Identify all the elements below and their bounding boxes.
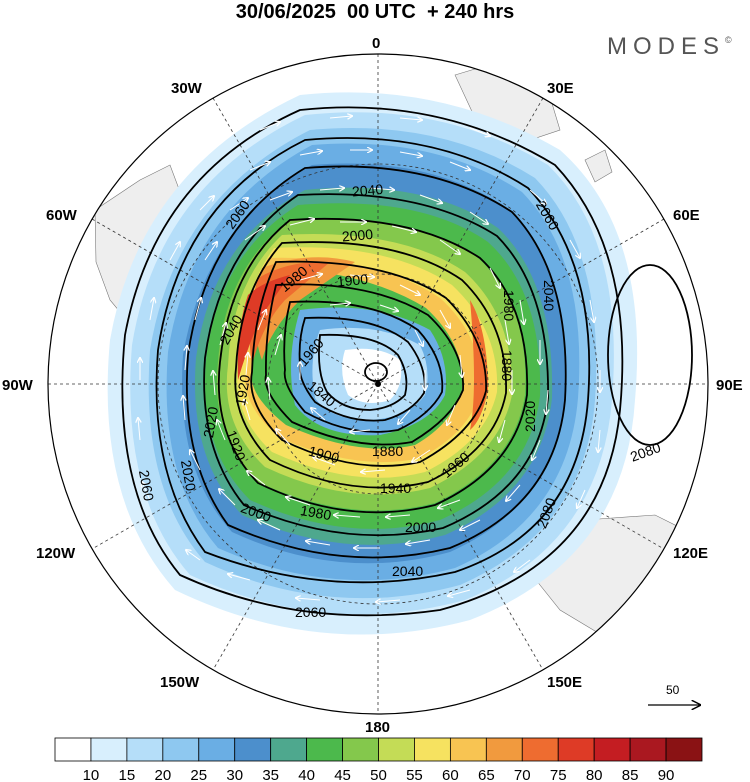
colorbar-tick-label: 40 bbox=[298, 767, 315, 782]
lon-label-150w: 150W bbox=[160, 674, 200, 691]
lon-label-120e: 120E bbox=[673, 545, 708, 562]
contour-label: 1900 bbox=[336, 271, 369, 290]
contour-label: 2020 bbox=[178, 459, 199, 493]
contour-2040 bbox=[155, 137, 591, 584]
lon-label-60w: 60W bbox=[46, 207, 78, 224]
colorbar-swatch bbox=[557, 737, 595, 762]
colorbar-tick-label: 70 bbox=[514, 767, 531, 782]
colorbar-tick-label: 80 bbox=[586, 767, 603, 782]
contour-2020 bbox=[185, 165, 567, 559]
contour-1920 bbox=[264, 283, 464, 446]
lon-label-150e: 150E bbox=[547, 674, 582, 691]
colorbar-swatch bbox=[485, 737, 523, 762]
copyright-mark: © bbox=[725, 35, 732, 45]
colorbar-tick-label: 25 bbox=[190, 767, 207, 782]
colorbar-tick-label: 85 bbox=[622, 767, 639, 782]
contour-1860 bbox=[318, 333, 408, 411]
lon-label-90e: 90E bbox=[716, 377, 743, 394]
contour-2000 bbox=[203, 193, 549, 537]
contour-label: 2020 bbox=[522, 401, 538, 432]
map-disc bbox=[48, 54, 708, 714]
lon-label-120w: 120W bbox=[36, 545, 76, 562]
contour-label: 1880 bbox=[499, 350, 515, 381]
colorbar-swatch bbox=[414, 737, 451, 762]
geopotential-contours bbox=[121, 106, 693, 617]
contour-2080 bbox=[607, 264, 693, 446]
colorbar-tick-label: 30 bbox=[226, 767, 243, 782]
colorbar-swatch bbox=[665, 737, 703, 762]
madagascar-landmass bbox=[584, 149, 613, 183]
contour-label: 2060 bbox=[295, 604, 326, 620]
longitude-labels: 0 30E 60E 90E 120E 150E 180 150W 120W 90… bbox=[2, 35, 743, 736]
contour-label: 2040 bbox=[351, 181, 384, 200]
contour-label: 1980 bbox=[501, 290, 517, 321]
colorbar-tick-label: 60 bbox=[442, 767, 459, 782]
colorbar-tick-label: 90 bbox=[658, 767, 675, 782]
lon-label-30e: 30E bbox=[547, 80, 574, 97]
lon-label-180: 180 bbox=[365, 719, 390, 736]
contour-label: 1940 bbox=[380, 480, 411, 496]
reference-vector: 50 bbox=[648, 683, 700, 705]
colorbar-swatch bbox=[521, 737, 559, 762]
lon-label-30w: 30W bbox=[171, 80, 203, 97]
colorbar-swatch bbox=[378, 737, 415, 762]
contour-label: 2000 bbox=[405, 519, 436, 535]
colorbar-swatch bbox=[162, 737, 200, 762]
colorbar-tick-label: 55 bbox=[406, 767, 423, 782]
map-boundary bbox=[47, 53, 709, 715]
contour-label: 2000 bbox=[341, 226, 374, 245]
colorbar-swatch bbox=[306, 737, 343, 762]
colorbar-swatch bbox=[449, 737, 487, 762]
contour-label: 2040 bbox=[541, 280, 557, 311]
colorbar-tick-label: 65 bbox=[478, 767, 495, 782]
contour-label: 1900 bbox=[307, 443, 341, 467]
colorbar-tick-label: 10 bbox=[83, 767, 100, 782]
contour-1960 bbox=[234, 241, 507, 489]
contour-1900 bbox=[283, 300, 444, 433]
contour-2060 bbox=[121, 106, 624, 617]
colorbar-tick-label: 50 bbox=[370, 767, 387, 782]
colorbar-swatch bbox=[629, 737, 667, 762]
colorbar-swatch bbox=[90, 737, 128, 762]
colorbar: 10 15 20 25 30 35 40 45 50 55 60 65 70 75 80 85 90 bbox=[54, 737, 703, 782]
lon-label-60e: 60E bbox=[673, 207, 700, 224]
contour-label: 2020 bbox=[200, 405, 221, 439]
contour-labels: 2040 2060 2000 1980 2040 1900 1960 2020 … bbox=[136, 181, 663, 620]
colorbar-swatch bbox=[234, 737, 272, 762]
colorbar-tick-label: 75 bbox=[550, 767, 567, 782]
wind-vectors bbox=[138, 116, 600, 602]
lon-label-90w: 90W bbox=[2, 377, 34, 394]
contour-label: 2060 bbox=[136, 469, 157, 503]
reference-vector-label: 50 bbox=[666, 683, 680, 697]
south-pole-marker bbox=[375, 381, 381, 387]
modes-logo: MODES© bbox=[607, 33, 732, 61]
colorbar-swatch bbox=[126, 737, 164, 762]
contour-label: 2040 bbox=[392, 563, 423, 579]
logo-text: MODES bbox=[607, 33, 726, 60]
contour-label: 1980 bbox=[299, 502, 333, 523]
contour-label: 1920 bbox=[232, 373, 253, 407]
colorbar-swatch bbox=[593, 737, 631, 762]
colorbar-swatch bbox=[342, 737, 379, 762]
colorbar-tick-label: 20 bbox=[154, 767, 171, 782]
colorbar-tick-label: 15 bbox=[119, 767, 136, 782]
colorbar-tick-label: 45 bbox=[334, 767, 351, 782]
contour-1980 bbox=[217, 217, 529, 514]
colorbar-swatch bbox=[54, 737, 92, 762]
colorbar-swatch bbox=[270, 737, 308, 762]
contour-label: 1880 bbox=[372, 443, 403, 459]
contour-1940 bbox=[250, 260, 487, 467]
map-title: 30/06/2025 00 UTC + 240 hrs bbox=[235, 1, 515, 23]
colorbar-tick-label: 35 bbox=[262, 767, 279, 782]
contour-1840 bbox=[364, 362, 388, 382]
colorbar-swatch bbox=[198, 737, 236, 762]
lon-label-0: 0 bbox=[372, 35, 380, 52]
